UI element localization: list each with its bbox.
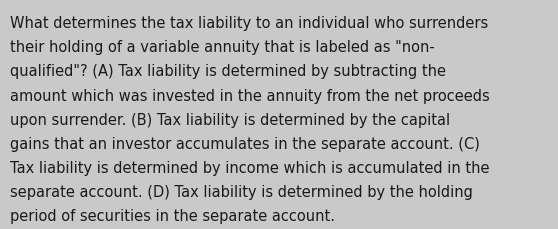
Text: period of securities in the separate account.: period of securities in the separate acc… [10,208,335,223]
Text: separate account. (D) Tax liability is determined by the holding: separate account. (D) Tax liability is d… [10,184,473,199]
Text: Tax liability is determined by income which is accumulated in the: Tax liability is determined by income wh… [10,160,489,175]
Text: qualified"? (A) Tax liability is determined by subtracting the: qualified"? (A) Tax liability is determi… [10,64,446,79]
Text: amount which was invested in the annuity from the net proceeds: amount which was invested in the annuity… [10,88,490,103]
Text: gains that an investor accumulates in the separate account. (C): gains that an investor accumulates in th… [10,136,480,151]
Text: their holding of a variable annuity that is labeled as "non-: their holding of a variable annuity that… [10,40,435,55]
Text: upon surrender. (B) Tax liability is determined by the capital: upon surrender. (B) Tax liability is det… [10,112,450,127]
Text: What determines the tax liability to an individual who surrenders: What determines the tax liability to an … [10,16,488,31]
